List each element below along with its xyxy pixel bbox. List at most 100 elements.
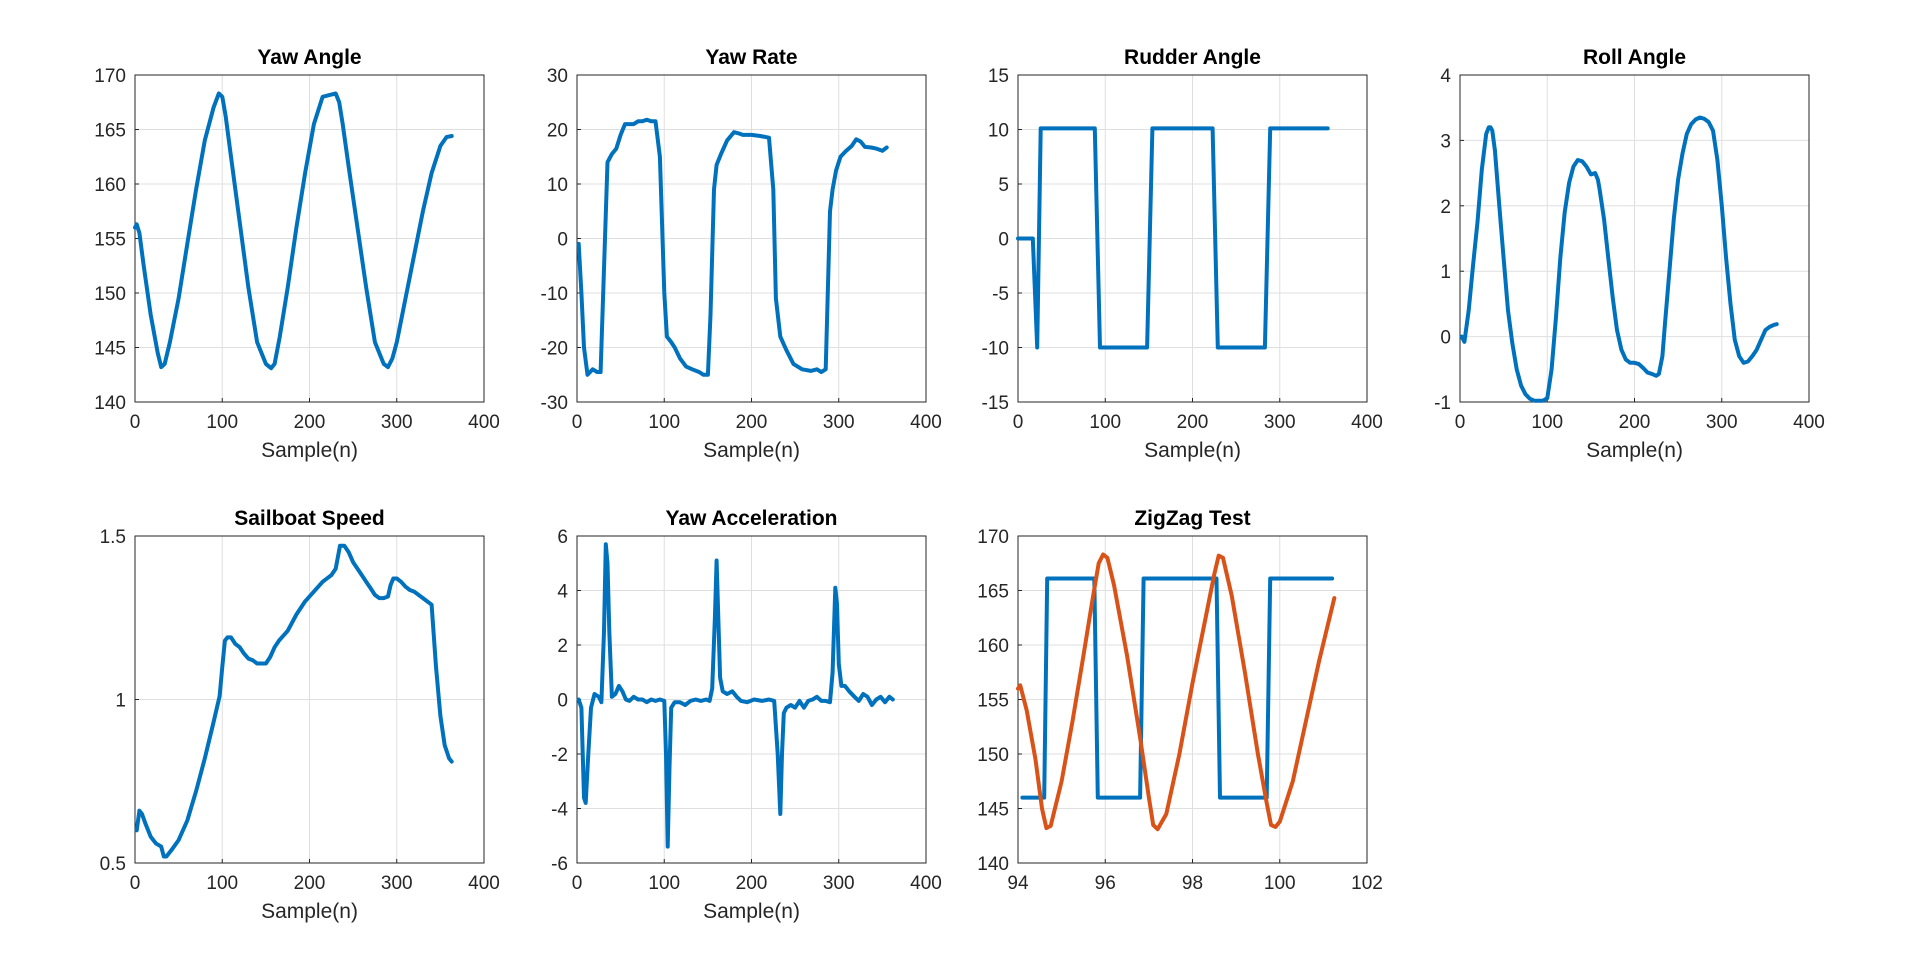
x-tick-label: 100 — [206, 873, 238, 894]
x-axis-label: Sample(n) — [703, 900, 800, 923]
y-tick-label: 30 — [547, 66, 568, 87]
x-tick-label: 400 — [468, 873, 500, 894]
plot-border — [134, 74, 485, 403]
y-tick-label: 20 — [547, 121, 568, 142]
chart-panel-1: 0 100 200 300 400 140 145 150 155 160 165 170 Yaw An… — [94, 46, 500, 462]
x-tick-label: 200 — [736, 873, 768, 894]
x-tick-label: 102 — [1351, 873, 1383, 894]
x-tick-label: 100 — [1531, 412, 1563, 433]
y-tick-label: 2 — [557, 636, 568, 657]
y-tick-label: -30 — [541, 393, 568, 414]
chart-title: Sailboat Speed — [234, 507, 385, 530]
x-axis-label: Sample(n) — [703, 439, 800, 462]
x-tick-label: 300 — [381, 873, 413, 894]
y-tick-label: 165 — [977, 582, 1009, 603]
x-tick-label: 300 — [1264, 412, 1296, 433]
series-line-1 — [1016, 126, 1330, 350]
series-line-1 — [134, 543, 454, 859]
y-tick-label: -4 — [551, 800, 568, 821]
x-tick-label: 300 — [823, 873, 855, 894]
x-tick-label: 400 — [468, 412, 500, 433]
y-tick-label: 0 — [1440, 328, 1451, 349]
x-tick-label: 300 — [381, 412, 413, 433]
chart-title: Roll Angle — [1583, 46, 1686, 69]
chart-panel-5: 0 100 200 300 400 0.5 1 1.5 Sailboat Speed Sample… — [100, 507, 500, 923]
x-tick-label: 200 — [294, 873, 326, 894]
y-tick-label: 160 — [977, 636, 1009, 657]
chart-panel-2: 0 100 200 300 400 -30 -20 -10 0 10 20 30 Yaw Rate Sam… — [541, 46, 942, 462]
y-tick-label: 140 — [94, 393, 126, 414]
x-tick-label: 100 — [648, 412, 680, 433]
x-tick-label: 200 — [294, 412, 326, 433]
x-tick-label: 400 — [910, 412, 942, 433]
series-line-1 — [576, 117, 889, 377]
y-tick-label: 5 — [998, 175, 1009, 196]
y-tick-label: -10 — [541, 284, 568, 305]
series-line-1 — [133, 91, 454, 371]
plot-border — [1459, 74, 1810, 403]
y-tick-label: 0 — [998, 230, 1009, 251]
y-tick-label: -10 — [982, 339, 1009, 360]
y-tick-label: 10 — [547, 175, 568, 196]
y-tick-label: 170 — [94, 66, 126, 87]
y-tick-label: 1 — [115, 691, 126, 712]
y-tick-label: -2 — [551, 745, 568, 766]
y-tick-label: 140 — [977, 854, 1009, 875]
y-tick-label: 0 — [557, 691, 568, 712]
x-tick-label: 94 — [1007, 873, 1029, 894]
x-tick-label: 100 — [1264, 873, 1296, 894]
y-tick-label: 150 — [94, 284, 126, 305]
x-tick-label: 100 — [206, 412, 238, 433]
y-tick-label: 2 — [1440, 197, 1451, 218]
x-tick-label: 400 — [1351, 412, 1383, 433]
y-tick-label: 10 — [988, 121, 1009, 142]
y-tick-label: 6 — [557, 527, 568, 548]
chart-title: Yaw Rate — [705, 46, 797, 69]
plot-border — [576, 74, 927, 403]
y-tick-label: 0.5 — [100, 854, 126, 875]
plot-border — [1017, 535, 1368, 864]
x-axis-label: Sample(n) — [261, 900, 358, 923]
x-axis-label: Sample(n) — [1144, 439, 1241, 462]
x-tick-label: 300 — [1706, 412, 1738, 433]
y-tick-label: 15 — [988, 66, 1009, 87]
y-tick-label: 150 — [977, 745, 1009, 766]
y-tick-label: -6 — [551, 854, 568, 875]
y-tick-label: 1.5 — [100, 527, 126, 548]
x-tick-label: 200 — [1619, 412, 1651, 433]
x-axis-label: Sample(n) — [261, 439, 358, 462]
x-tick-label: 96 — [1095, 873, 1116, 894]
y-tick-label: 1 — [1440, 262, 1451, 283]
chart-panel-7: 94 96 98 100 102 140 145 150 155 160 165 170 ZigZag … — [977, 507, 1383, 894]
x-tick-label: 0 — [1013, 412, 1024, 433]
y-tick-label: 170 — [977, 527, 1009, 548]
y-tick-label: 155 — [94, 230, 126, 251]
chart-title: Yaw Angle — [257, 46, 361, 69]
series-line-2 — [1016, 552, 1337, 832]
x-tick-label: 0 — [572, 412, 583, 433]
x-tick-label: 0 — [1455, 412, 1466, 433]
x-tick-label: 200 — [1177, 412, 1209, 433]
x-tick-label: 0 — [130, 412, 141, 433]
y-tick-label: -20 — [541, 339, 568, 360]
plot-border — [134, 535, 485, 864]
y-tick-label: 160 — [94, 175, 126, 196]
y-tick-label: 145 — [94, 339, 126, 360]
chart-panel-6: 0 100 200 300 400 -6 -4 -2 0 2 4 6 Yaw Acceleration S… — [551, 507, 942, 923]
y-tick-label: -1 — [1434, 393, 1451, 414]
y-tick-label: 4 — [557, 582, 568, 603]
x-tick-label: 0 — [130, 873, 141, 894]
y-tick-label: 165 — [94, 121, 126, 142]
y-tick-label: 4 — [1440, 66, 1451, 87]
x-tick-label: 98 — [1182, 873, 1203, 894]
x-tick-label: 0 — [572, 873, 583, 894]
x-tick-label: 200 — [736, 412, 768, 433]
x-tick-label: 300 — [823, 412, 855, 433]
x-tick-label: 100 — [648, 873, 680, 894]
y-tick-label: 155 — [977, 691, 1009, 712]
y-tick-label: -15 — [982, 393, 1009, 414]
series-line-1 — [1459, 115, 1779, 403]
chart-title: Yaw Acceleration — [666, 507, 838, 530]
